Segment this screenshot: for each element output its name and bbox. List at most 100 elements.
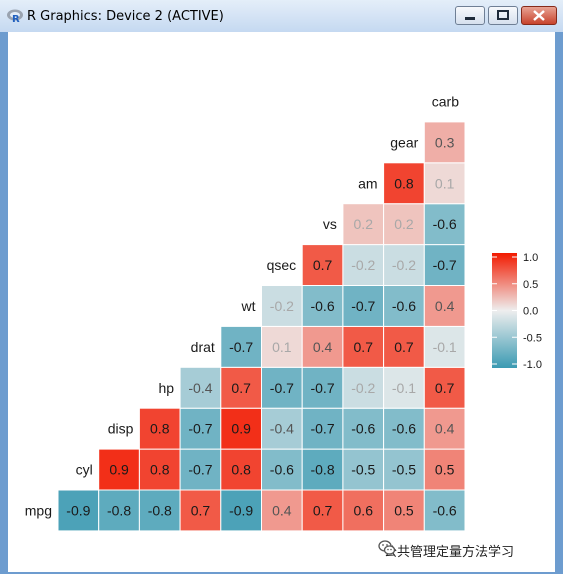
heatmap-cell-drat-wt	[220, 325, 263, 368]
heatmap-cell-drat-gear	[383, 325, 425, 368]
legend-tick-label: -1.0	[523, 359, 542, 371]
heatmap-cell-drat-am	[342, 325, 385, 368]
heatmap-cell-hp-drat	[179, 366, 222, 409]
heatmap-cell-wt-am	[342, 285, 385, 327]
minimize-icon	[465, 17, 475, 20]
variable-label-cyl: cyl	[76, 462, 93, 478]
heatmap-cell-qsec-vs	[301, 244, 344, 287]
cell-value-label: -0.7	[310, 380, 334, 396]
heatmap-cell-wt-vs	[301, 285, 344, 327]
heatmap-cell-disp-wt	[220, 407, 263, 450]
cell-value-label: -0.7	[351, 298, 375, 314]
heatmap-cell-cyl-drat	[179, 448, 222, 491]
r-logo-icon: R	[7, 9, 23, 24]
cell-value-label: -0.7	[270, 380, 294, 396]
cell-value-label: 0.2	[354, 216, 374, 232]
variable-label-am: am	[358, 175, 377, 191]
variable-label-wt: wt	[241, 298, 256, 314]
heatmap-cell-hp-wt	[220, 366, 263, 409]
heatmap-cell-cyl-carb	[423, 448, 466, 491]
variable-label-mpg: mpg	[25, 502, 52, 518]
cell-value-label: 0.7	[313, 502, 333, 518]
cell-value-label: 0.8	[394, 175, 414, 191]
maximize-icon	[497, 10, 509, 20]
cell-value-label: 0.8	[231, 462, 251, 478]
cell-value-label: -0.6	[433, 502, 457, 518]
cell-value-label: 0.5	[435, 462, 455, 478]
cell-value-label: 0.7	[313, 257, 333, 273]
cell-value-label: 0.4	[435, 421, 455, 437]
title-bar[interactable]: R R Graphics: Device 2 (ACTIVE)	[0, 0, 563, 32]
cell-value-label: -0.8	[148, 502, 172, 518]
cell-value-label: -0.6	[270, 462, 294, 478]
cell-value-label: 0.4	[313, 339, 333, 355]
cell-value-label: 0.4	[272, 502, 292, 518]
legend-tick-label: -0.5	[523, 332, 542, 344]
heatmap-cell-wt-qsec	[261, 285, 303, 327]
heatmap-cell-cyl-vs	[301, 448, 344, 491]
heatmap-cell-mpg-wt	[220, 489, 263, 532]
cell-value-label: -0.7	[229, 339, 253, 355]
cell-value-label: -0.7	[310, 421, 334, 437]
cell-value-label: -0.2	[392, 257, 416, 273]
wechat-icon	[378, 540, 396, 555]
cell-value-label: -0.6	[392, 298, 416, 314]
cell-value-label: 0.9	[109, 462, 129, 478]
cell-value-label: 0.7	[394, 339, 414, 355]
heatmap-cell-mpg-drat	[179, 489, 222, 532]
cell-value-label: -0.8	[107, 502, 131, 518]
cell-value-label: -0.9	[66, 502, 90, 518]
minimize-button[interactable]	[455, 6, 485, 25]
cell-value-label: -0.6	[392, 421, 416, 437]
close-icon	[533, 10, 545, 21]
heatmap-cell-am-gear	[383, 162, 425, 205]
cell-value-label: 0.6	[354, 502, 374, 518]
cell-value-label: -0.7	[433, 257, 457, 273]
cell-value-label: -0.6	[310, 298, 334, 314]
heatmap-cell-cyl-wt	[220, 448, 263, 491]
cell-value-label: -0.2	[351, 380, 375, 396]
cell-value-label: 0.8	[150, 462, 170, 478]
variable-label-carb: carb	[432, 93, 459, 109]
heatmap-cell-disp-hp	[138, 407, 181, 450]
heatmap-cell-hp-carb	[423, 366, 466, 409]
heatmap-cell-mpg-am	[342, 489, 385, 532]
heatmap-cell-disp-qsec	[261, 407, 303, 450]
heatmap-cell-disp-drat	[179, 407, 222, 450]
heatmap-cell-hp-gear	[383, 366, 425, 409]
close-button[interactable]	[521, 6, 557, 25]
heatmap-cell-wt-carb	[423, 285, 466, 327]
cell-value-label: -0.1	[433, 339, 457, 355]
cell-value-label: 0.9	[231, 421, 251, 437]
window-title: R Graphics: Device 2 (ACTIVE)	[27, 9, 224, 24]
cell-value-label: 0.8	[150, 421, 170, 437]
cell-value-label: 0.1	[272, 339, 292, 355]
cell-value-label: 0.2	[394, 216, 414, 232]
heatmap-cell-gear-carb	[423, 121, 466, 164]
variable-label-drat: drat	[191, 339, 215, 355]
cell-value-label: -0.4	[270, 421, 294, 437]
heatmap-cell-vs-am	[342, 203, 385, 246]
heatmap-cell-drat-carb	[423, 325, 466, 368]
variable-label-hp: hp	[159, 380, 175, 396]
cell-value-label: -0.4	[188, 380, 212, 396]
heatmap-cell-mpg-vs	[301, 489, 344, 532]
legend-tick-label: 0.0	[523, 306, 538, 318]
legend-tick-label: 1.0	[523, 252, 538, 264]
cell-value-label: 0.4	[435, 298, 455, 314]
heatmap-cell-qsec-carb	[423, 244, 466, 287]
watermark: 公共管理定量方法学习	[378, 539, 514, 561]
cell-value-label: -0.1	[392, 380, 416, 396]
heatmap-cell-disp-am	[342, 407, 385, 450]
heatmap-cell-disp-vs	[301, 407, 344, 450]
cell-value-label: -0.7	[188, 462, 212, 478]
cell-value-label: 0.5	[394, 502, 414, 518]
variable-label-gear: gear	[390, 134, 418, 150]
cell-value-label: -0.2	[270, 298, 294, 314]
cell-value-label: -0.8	[310, 462, 334, 478]
heatmap-cell-vs-carb	[423, 203, 466, 246]
svg-text:R: R	[12, 14, 20, 24]
cell-value-label: 0.7	[435, 380, 455, 396]
maximize-button[interactable]	[488, 6, 518, 25]
